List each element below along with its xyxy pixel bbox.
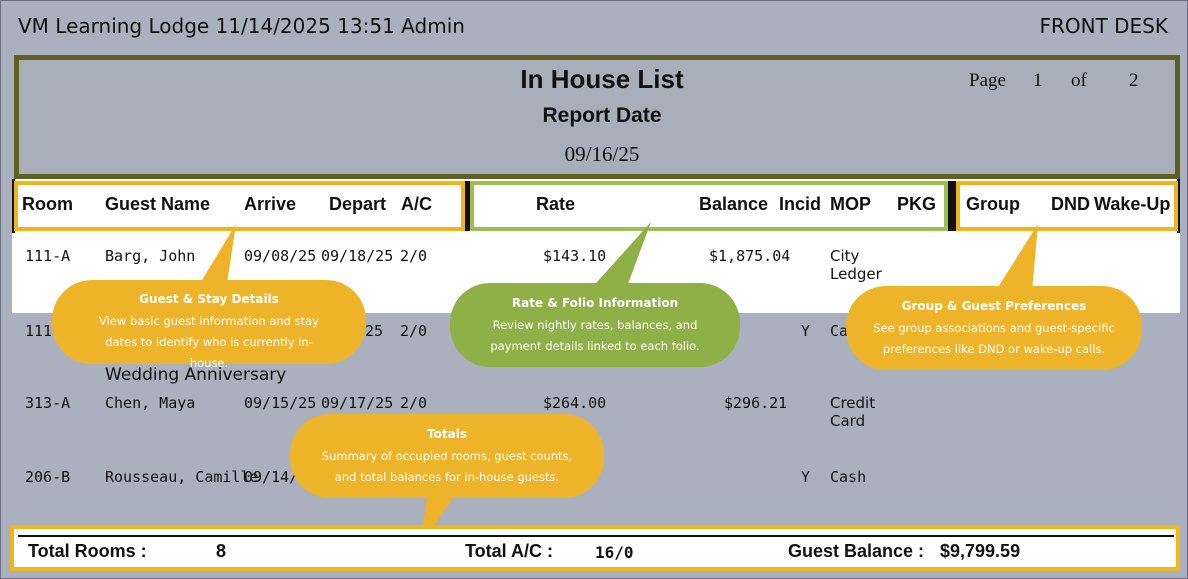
total-rooms-label: Total Rooms : (28, 541, 147, 561)
table-row-ac: 2/0 (400, 247, 428, 265)
callout-title: Rate & Folio Information (511, 296, 679, 310)
table-row-arrive: 09/14/ (244, 468, 299, 486)
col-room: Room (22, 194, 73, 214)
module-label: FRONT DESK (1039, 14, 1168, 38)
col-depart: Depart (329, 194, 387, 214)
table-row-mop: City Ledger (830, 247, 882, 283)
page-label: Page (969, 70, 1006, 91)
table-row-rate: $143.10 (543, 247, 607, 265)
col-arrive: Arrive (244, 194, 297, 214)
table-row-room[interactable]: 206-B (25, 468, 71, 486)
table-row-arrive: 09/15/25 (244, 394, 317, 412)
col-ac: A/C (401, 194, 432, 214)
page-number: 1 (1033, 70, 1043, 91)
table-row-note: Wedding Anniversary (105, 365, 287, 385)
table-row-room[interactable]: 111-A (25, 247, 71, 265)
col-dnd: DND (1051, 194, 1090, 214)
callout-body: See group associations and guest-specifi… (873, 321, 1115, 356)
callout-body: View basic guest information and stay da… (99, 314, 319, 370)
table-row-guest[interactable]: Chen, Maya (105, 394, 196, 412)
callout-body: Review nightly rates, balances, and paym… (490, 318, 700, 353)
app-title: VM Learning Lodge 11/14/2025 13:51 Admin (18, 14, 465, 38)
guest-callout-pointer (196, 224, 236, 290)
page-total: 2 (1129, 70, 1139, 91)
report-date: 09/16/25 (564, 142, 640, 166)
table-row-guest[interactable]: Barg, John (105, 247, 196, 265)
col-rate: Rate (536, 194, 576, 214)
total-ac-label: Total A/C : (465, 541, 553, 561)
guest-balance-value: $9,799.59 (940, 541, 1021, 561)
group-preferences-callout: Group & Guest Preferences See group asso… (846, 286, 1142, 370)
callout-body: Summary of occupied rooms, guest counts,… (321, 449, 573, 484)
table-row-balance: $1,875.04 (709, 247, 791, 265)
col-mop: MOP (830, 194, 872, 214)
total-ac-value: 16/0 (595, 543, 634, 562)
table-row-mop: Credit Card (830, 394, 876, 430)
guest-stay-callout: Guest & Stay Details View basic guest in… (52, 280, 366, 370)
table-row-mop: Ca (830, 322, 849, 340)
table-row-balance: $296.21 (724, 394, 788, 412)
table-row-incid: Y (801, 468, 811, 486)
table-row-room[interactable]: 313-A (25, 394, 71, 412)
rate-folio-callout: Rate & Folio Information Review nightly … (450, 283, 740, 367)
report-title: In House List (520, 64, 684, 94)
table-row-depart: 09/17/25 (321, 394, 394, 412)
col-incid: Incid (779, 194, 822, 214)
group-columns-highlight (956, 181, 1178, 231)
table-row-arrive: 09/08/25 (244, 247, 317, 265)
guest-columns-highlight (14, 181, 465, 231)
of-label: of (1071, 70, 1087, 91)
report-subtitle: Report Date (542, 104, 662, 127)
rate-columns-highlight (470, 181, 948, 231)
col-wake-up: Wake-Up (1094, 194, 1171, 214)
report-header: In House List Report Date 09/16/25 Page … (14, 55, 1180, 179)
table-row-rate: $264.00 (543, 394, 607, 412)
table-row-ac: 2/0 (400, 394, 428, 412)
callout-title: Guest & Stay Details (139, 292, 279, 306)
column-divider (948, 181, 956, 231)
total-rooms-value: 8 (216, 541, 227, 561)
callout-title: Totals (427, 427, 467, 441)
table-row-depart: 25 (365, 322, 384, 340)
table-row-mop: Cash (830, 468, 867, 486)
col-group: Group (966, 194, 1020, 214)
column-divider (465, 181, 470, 231)
col-balance: Balance (699, 194, 769, 214)
totals-callout: Totals Summary of occupied rooms, guest … (290, 414, 604, 498)
column-header-row (12, 179, 1180, 233)
table-row-guest[interactable]: Rousseau, Camille (105, 468, 259, 486)
table-row-room[interactable]: 111 (25, 322, 53, 340)
callout-title: Group & Guest Preferences (901, 299, 1087, 313)
guest-balance-label: Guest Balance : (788, 541, 925, 561)
table-row-ac: 2/0 (400, 322, 428, 340)
table-row-incid: Y (801, 322, 811, 340)
rate-callout-pointer (588, 222, 651, 292)
footer-rule (18, 535, 1174, 537)
group-callout-pointer (995, 224, 1038, 292)
col-pkg: PKG (897, 194, 937, 214)
totals-footer (10, 525, 1180, 571)
col-guest-name: Guest Name (105, 194, 211, 214)
table-row-depart: 09/18/25 (321, 247, 394, 265)
